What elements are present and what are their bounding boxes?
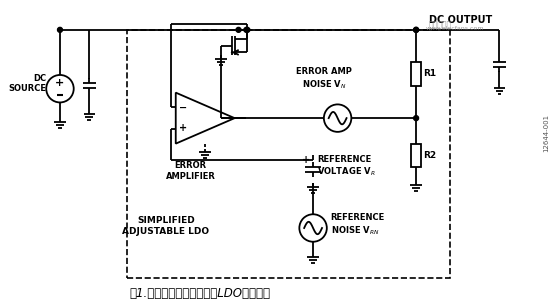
Text: +: + — [55, 78, 65, 88]
Text: 电子发烧友: 电子发烧友 — [429, 20, 452, 29]
Circle shape — [413, 116, 418, 121]
Circle shape — [413, 27, 418, 32]
Text: www.elecfans.com: www.elecfans.com — [426, 26, 484, 31]
Text: REFERENCE
VOLTAGE V$_R$: REFERENCE VOLTAGE V$_R$ — [317, 154, 376, 178]
Circle shape — [413, 27, 418, 32]
Text: REFERENCE
NOISE V$_{RN}$: REFERENCE NOISE V$_{RN}$ — [331, 213, 385, 237]
Text: ERROR
AMPLIFIER: ERROR AMPLIFIER — [166, 161, 215, 181]
Text: SIMPLIFIED
ADJUSTABLE LDO: SIMPLIFIED ADJUSTABLE LDO — [122, 216, 209, 236]
Bar — [411, 62, 421, 86]
Text: ERROR AMP
NOISE V$_N$: ERROR AMP NOISE V$_N$ — [296, 67, 352, 91]
Text: R1: R1 — [423, 70, 436, 78]
Text: R2: R2 — [423, 151, 436, 160]
Circle shape — [244, 27, 249, 32]
Text: +: + — [179, 123, 187, 133]
Bar — [411, 143, 421, 167]
Text: 图1.显示内部噪声源的可调LDO简化框图: 图1.显示内部噪声源的可调LDO简化框图 — [130, 287, 271, 300]
Circle shape — [57, 27, 62, 32]
Circle shape — [236, 27, 241, 32]
Text: +: + — [302, 155, 310, 165]
Bar — [127, 30, 450, 278]
Text: 12644-001: 12644-001 — [543, 114, 550, 152]
Text: DC
SOURCE: DC SOURCE — [8, 74, 46, 94]
Circle shape — [245, 27, 250, 32]
Text: DC OUTPUT: DC OUTPUT — [429, 15, 492, 25]
Text: −: − — [179, 103, 187, 113]
